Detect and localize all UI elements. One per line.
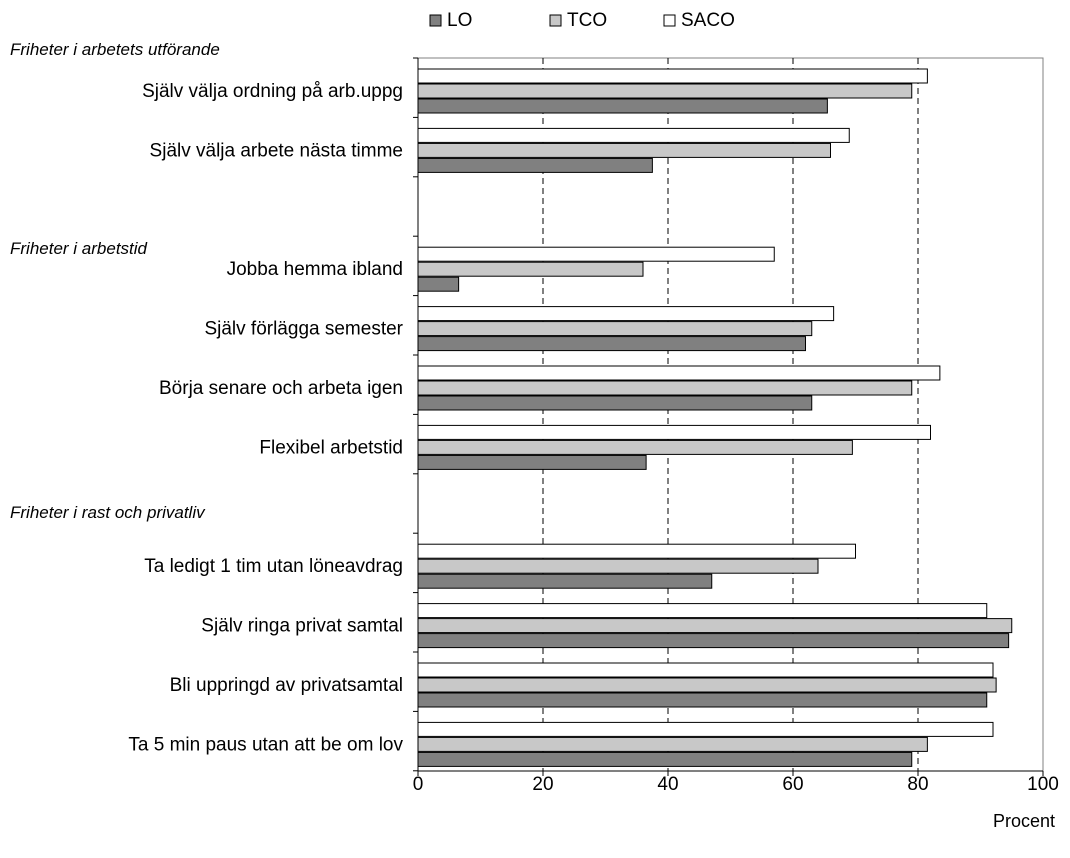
legend-label-saco: SACO — [681, 10, 735, 31]
category-label: Ta ledigt 1 tim utan löneavdrag — [144, 556, 403, 577]
bar-lo — [417, 395, 813, 411]
bar-saco — [417, 662, 994, 678]
bar-lo — [417, 633, 1010, 649]
category-labels: Friheter i arbetets utförande Själv välja… — [10, 40, 404, 755]
group-heading: Friheter i rast och privatliv — [10, 503, 206, 522]
bar-tco — [417, 618, 1013, 634]
bar-tco — [417, 677, 997, 693]
bar-lo — [417, 692, 988, 708]
category-label: Själv ringa privat samtal — [201, 616, 403, 637]
bar-saco — [417, 127, 850, 143]
category-label: Själv välja arbete nästa timme — [150, 140, 403, 161]
x-tick-label: 80 — [907, 774, 928, 795]
bar-lo — [417, 751, 913, 767]
bar-tco — [417, 142, 831, 158]
x-axis-title: Procent — [993, 811, 1055, 831]
axes: 0 20 40 60 80 100 — [413, 57, 1059, 795]
bar-tco — [417, 261, 644, 277]
bars — [417, 68, 1013, 767]
bar-lo — [417, 573, 713, 589]
group-heading: Friheter i arbetstid — [10, 239, 148, 258]
bar-lo — [417, 276, 460, 292]
bar-lo — [417, 157, 653, 173]
category-label: Själv välja ordning på arb.uppg — [142, 81, 403, 102]
x-tick-label: 20 — [532, 774, 553, 795]
gridlines — [542, 58, 919, 771]
bar-saco — [417, 424, 931, 440]
category-label: Börja senare och arbeta igen — [159, 378, 403, 399]
group-heading: Friheter i arbetets utförande — [10, 40, 220, 59]
legend-swatch-saco — [663, 14, 676, 27]
category-label: Flexibel arbetstid — [259, 437, 403, 458]
bar-saco — [417, 68, 928, 84]
legend-label-tco: TCO — [567, 10, 607, 31]
bar-tco — [417, 83, 913, 99]
category-label: Ta 5 min paus utan att be om lov — [128, 734, 403, 755]
x-tick-label: 0 — [413, 774, 424, 795]
legend-label-lo: LO — [447, 10, 472, 31]
bar-saco — [417, 246, 775, 262]
bar-tco — [417, 380, 913, 396]
bar-tco — [417, 736, 928, 752]
bar-saco — [417, 603, 988, 619]
legend-swatch-lo — [429, 14, 442, 27]
bar-saco — [417, 721, 994, 737]
bar-lo — [417, 98, 828, 114]
legend: LO TCO SACO — [429, 10, 735, 31]
x-tick-label: 40 — [657, 774, 678, 795]
bar-tco — [417, 558, 819, 574]
bar-saco — [417, 306, 835, 322]
bar-tco — [417, 439, 853, 455]
bar-saco — [417, 365, 941, 381]
bar-tco — [417, 321, 813, 337]
x-tick-label: 100 — [1027, 774, 1059, 795]
bar-saco — [417, 543, 856, 559]
category-label: Bli uppringd av privatsamtal — [170, 675, 403, 696]
x-tick-label: 60 — [782, 774, 803, 795]
legend-swatch-tco — [549, 14, 562, 27]
category-label: Själv förlägga semester — [204, 319, 403, 340]
bar-lo — [417, 454, 647, 470]
bar-lo — [417, 336, 806, 352]
category-label: Jobba hemma ibland — [227, 259, 403, 280]
